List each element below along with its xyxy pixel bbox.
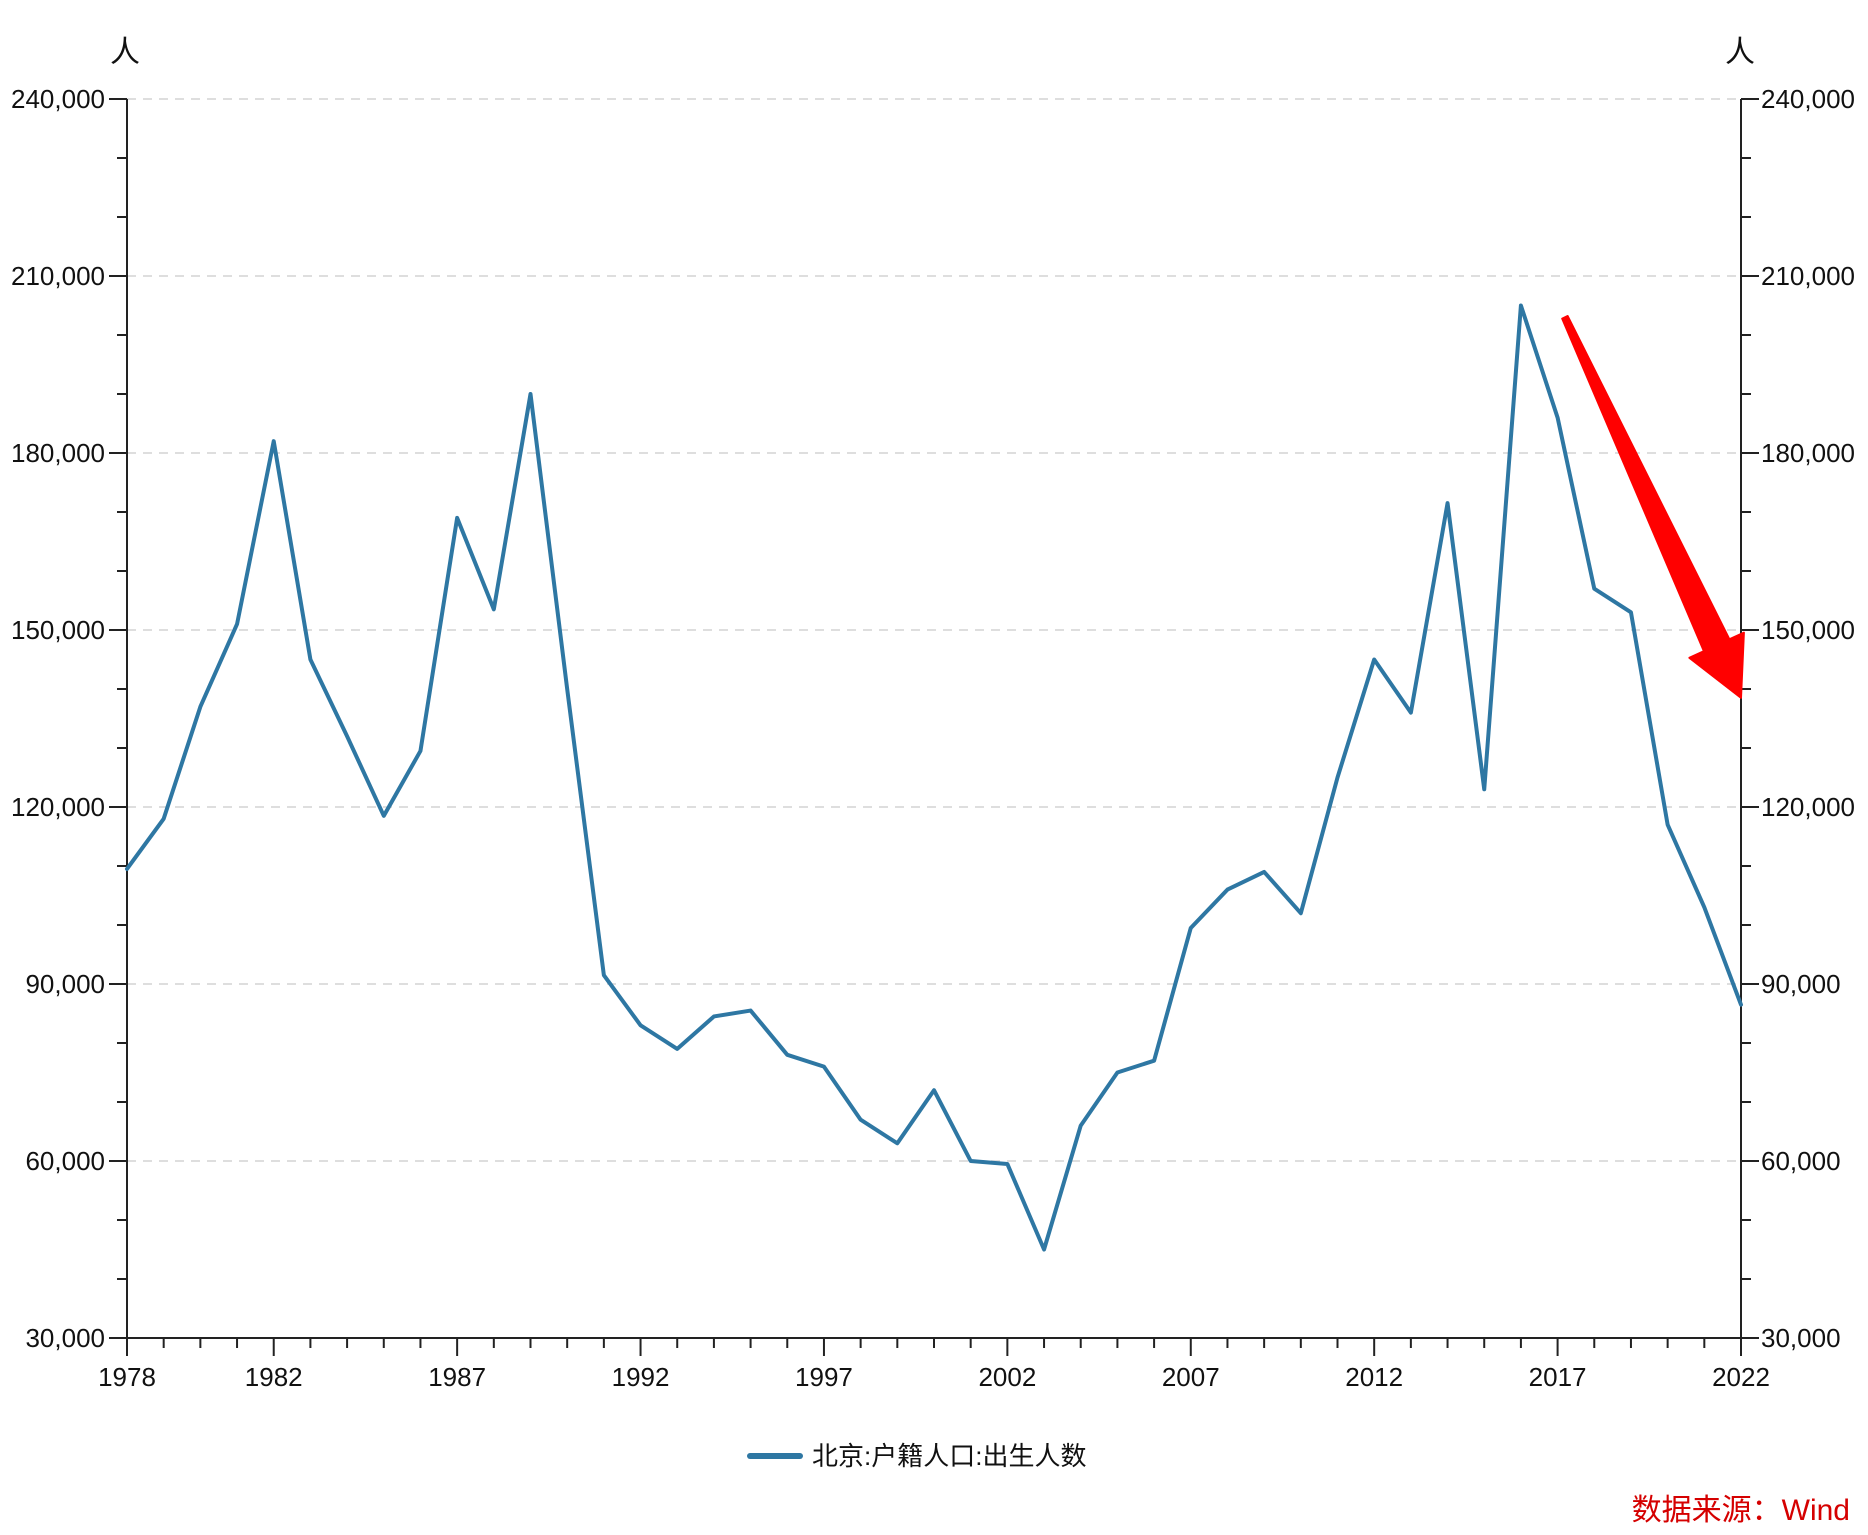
legend-series-label: 北京:户籍人口:出生人数 [812,1441,1086,1471]
y-tick-label-right: 150,000 [1761,615,1855,645]
left-y-unit-label: 人 [110,36,140,69]
data-point [750,1010,752,1012]
x-tick-label: 1997 [795,1362,853,1392]
data-point [1447,502,1449,504]
y-tick-label-right: 210,000 [1761,261,1855,291]
y-tick-label-left: 60,000 [25,1146,105,1176]
x-tick-label: 2012 [1345,1362,1403,1392]
x-tick-label: 1992 [612,1362,670,1392]
y-tick-label-left: 150,000 [11,615,105,645]
data-point [309,659,311,660]
data-point [860,1119,862,1121]
data-point [970,1160,972,1162]
axes [126,99,1742,1339]
data-point [199,706,201,708]
data-point [1373,659,1375,660]
data-point [1483,788,1485,790]
data-source-label: 数据来源：Wind [1632,1494,1850,1527]
data-point [1116,1072,1118,1073]
y-tick-label-left: 120,000 [11,792,105,822]
data-point [896,1142,898,1144]
y-tick-label-left: 90,000 [25,969,105,999]
y-tick-label-right: 60,000 [1761,1146,1841,1176]
data-point [493,608,495,610]
gridlines [127,98,1741,1162]
x-tick-label: 2007 [1162,1362,1220,1392]
data-point [530,393,531,395]
data-point [1153,1060,1155,1062]
data-point [273,440,275,442]
data-point [1300,912,1302,914]
data-point [1226,889,1228,891]
legend: 北京:户籍人口:出生人数 [747,1441,1086,1471]
y-tick-label-right: 120,000 [1761,792,1855,822]
data-point [640,1024,642,1026]
x-tick-label: 2022 [1712,1362,1770,1392]
y-tick-label-right: 180,000 [1761,438,1855,468]
data-point [823,1066,825,1068]
x-tick-label: 1987 [428,1362,486,1392]
data-point [1703,906,1705,908]
right-y-unit-label: 人 [1725,36,1755,69]
data-point [346,735,348,737]
series-line [125,303,1743,1252]
data-point [1520,305,1522,306]
y-tick-label-left: 210,000 [11,261,105,291]
data-point [163,818,165,820]
data-point [603,974,605,976]
y-tick-label-left: 180,000 [11,438,105,468]
y-tick-label-right: 240,000 [1761,84,1855,114]
data-point [1630,611,1632,613]
data-point [786,1054,788,1056]
data-point [713,1015,715,1017]
data-point [236,623,238,625]
data-point [566,688,568,690]
data-point [1043,1249,1045,1250]
data-point [1740,1004,1742,1006]
axis-ticks [109,98,1759,1356]
data-point [1337,777,1338,778]
data-point [1190,927,1192,929]
trend-arrow-annotation [1561,315,1745,699]
data-point [1557,417,1559,419]
data-point [1593,588,1595,590]
data-point [383,815,385,817]
x-tick-label: 1978 [98,1362,156,1392]
y-tick-label-left: 30,000 [25,1323,105,1353]
y-tick-label-right: 30,000 [1761,1323,1841,1353]
data-point [1410,712,1412,714]
y-tick-label-right: 90,000 [1761,969,1841,999]
x-tick-label: 2002 [978,1362,1036,1392]
data-point [1667,824,1669,826]
data-point [933,1089,935,1091]
data-point [419,750,421,752]
y-tick-label-left: 240,000 [11,84,105,114]
x-tick-label: 1982 [245,1362,303,1392]
data-point [676,1048,678,1050]
tick-labels: 30,000 30,000 60,000 60,000 90,000 90,000 120,… [11,84,1855,1392]
data-point [1006,1163,1008,1165]
series-points [126,305,1742,1250]
x-tick-label: 2017 [1529,1362,1587,1392]
data-point [456,517,458,519]
data-point [1080,1125,1082,1127]
data-point [126,868,128,870]
data-point [1263,871,1265,873]
